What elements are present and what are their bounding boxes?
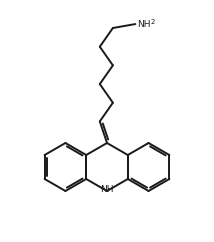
Text: NH: NH bbox=[137, 20, 151, 29]
Text: NH: NH bbox=[100, 185, 114, 194]
Text: 2: 2 bbox=[150, 19, 155, 25]
